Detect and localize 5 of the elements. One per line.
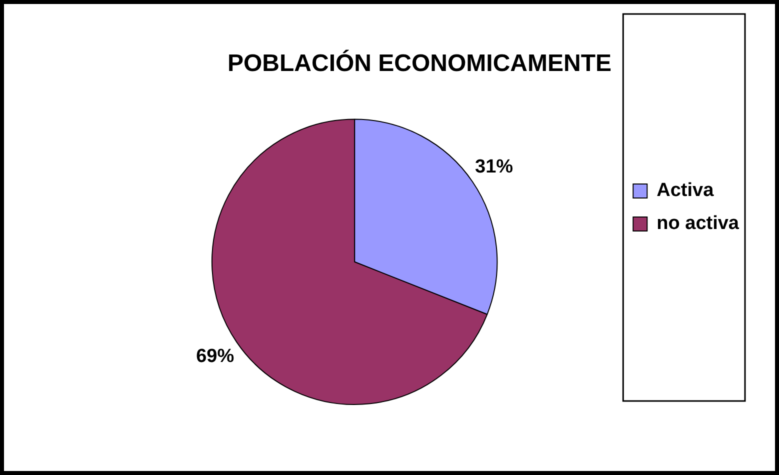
legend-label: no activa (656, 213, 740, 234)
chart-title: POBLACIÓN ECONOMICAMENTE (228, 49, 612, 78)
data-label: 31% (475, 156, 514, 178)
data-label: 69% (196, 346, 234, 367)
legend-label: Activa (656, 180, 714, 202)
